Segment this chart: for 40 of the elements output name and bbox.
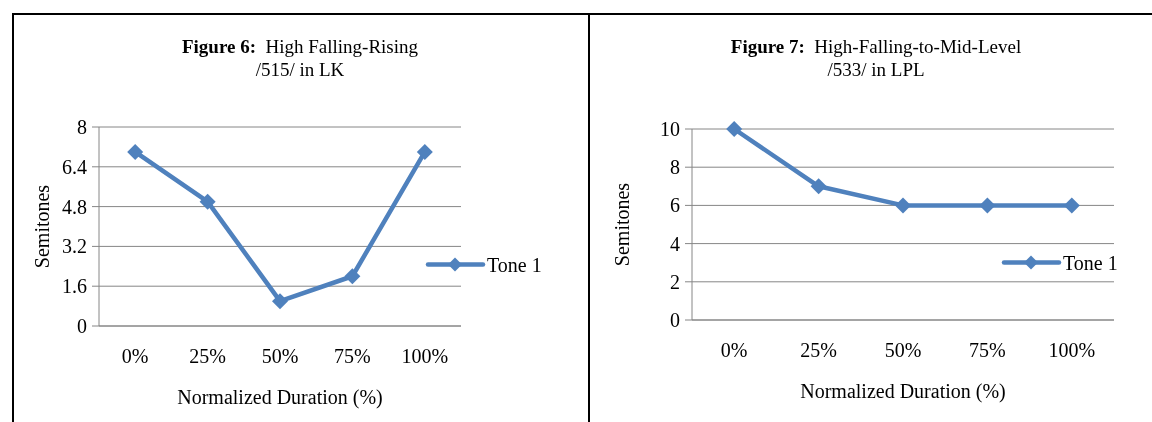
legend-label: Tone 1 (1063, 251, 1118, 274)
point (199, 193, 216, 210)
x-axis-title: Normalized Duration (%) (800, 380, 1006, 403)
x-tick-label: 100% (1048, 339, 1096, 361)
x-tick-label: 100% (401, 345, 449, 367)
point (979, 197, 996, 214)
chart-title: Figure 7: High-Falling-to-Mid-Level /533/ in LPL (730, 36, 1022, 80)
legend-label: Tone 1 (487, 253, 542, 276)
y-tick-label: 0 (670, 309, 680, 331)
x-tick-label: 75% (334, 345, 371, 367)
x-tick-label: 50% (261, 345, 299, 367)
x-tick-label: 0% (720, 339, 748, 361)
chart-title: Figure 6: High Falling-Rising /515/ in LK (181, 36, 419, 80)
x-tick-label: 75% (969, 339, 1006, 361)
x-tick-label: 25% (189, 345, 226, 367)
x-tick-label: 0% (121, 345, 149, 367)
point (726, 121, 743, 137)
y-tick-label: 6.4 (62, 155, 87, 178)
y-tick-label: 6 (670, 194, 680, 217)
y-tick-label: 4 (670, 232, 680, 255)
point (810, 178, 827, 195)
x-axis-title: Normalized Duration (%) (177, 386, 383, 409)
y-axis-title: Semitones (611, 182, 633, 267)
y-tick-label: 8 (670, 156, 680, 179)
y-tick-label: 0 (77, 315, 87, 337)
y-tick-label: 8 (77, 116, 87, 138)
point (344, 268, 361, 285)
point (127, 143, 144, 160)
x-tick-label: 50% (884, 339, 922, 361)
point (416, 143, 433, 160)
y-tick-label: 1.6 (62, 275, 87, 298)
point (895, 197, 911, 214)
y-tick-label: 2 (670, 270, 680, 293)
x-tick-label: 25% (800, 339, 837, 361)
point (272, 293, 288, 310)
y-tick-label: 4.8 (62, 195, 87, 218)
y-axis-title: Semitones (31, 184, 53, 269)
y-tick-label: 3.2 (62, 235, 87, 258)
y-tick-label: 10 (660, 118, 680, 140)
point (1063, 197, 1080, 214)
